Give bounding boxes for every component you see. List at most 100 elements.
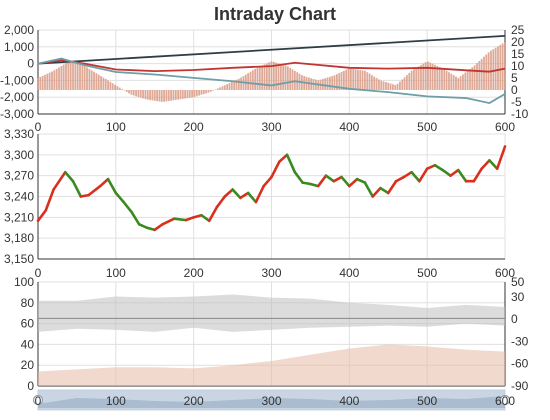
y2-tick-label: 30: [511, 290, 525, 304]
price-segment: [254, 184, 266, 204]
volume-bar: [333, 75, 336, 90]
price-segment: [239, 191, 250, 200]
volume-bar: [394, 84, 397, 90]
panel-1: 2,0001,0000-1,000-2,000-3,0002520151050-…: [0, 23, 529, 134]
volume-bar: [163, 90, 165, 102]
volume-bar: [102, 77, 105, 90]
volume-bar: [167, 90, 170, 102]
volume-bar: [338, 73, 341, 90]
volume-bar: [354, 69, 357, 90]
series-line: [37, 57, 506, 105]
volume-bar: [193, 90, 196, 97]
volume-bar: [328, 76, 331, 90]
x-tick-label: 100: [106, 266, 126, 280]
price-segment: [441, 168, 452, 177]
volume-bar: [256, 67, 259, 90]
x-tick-label: 600: [495, 394, 515, 408]
volume-bar: [114, 84, 116, 90]
price-segment: [348, 177, 359, 188]
volume-bar: [387, 82, 390, 90]
x-tick-label: 300: [261, 120, 281, 134]
price-segment: [262, 175, 273, 188]
price-segment: [488, 159, 499, 171]
volume-bar: [205, 90, 208, 94]
volume-bar: [130, 90, 133, 95]
price-segment: [394, 175, 406, 183]
volume-bar: [480, 58, 483, 90]
volume-bar: [76, 63, 79, 90]
price-segment: [145, 226, 157, 232]
price-segment: [172, 217, 188, 222]
volume-bar: [473, 65, 476, 90]
volume-bar: [415, 67, 418, 90]
volume-bar: [352, 69, 355, 90]
volume-bar: [146, 90, 149, 100]
price-segment: [130, 210, 141, 226]
volume-bar: [172, 90, 175, 101]
volume-bar: [135, 90, 137, 97]
volume-bar: [139, 90, 142, 98]
volume-bar: [69, 61, 72, 90]
y-tick-label: 20: [21, 358, 35, 372]
volume-bar: [240, 77, 243, 90]
volume-bar: [417, 66, 420, 90]
volume-bar: [373, 76, 376, 90]
volume-bar: [275, 62, 278, 90]
y2-tick-label: 10: [511, 59, 525, 73]
price-segment: [449, 168, 460, 177]
range-slider[interactable]: 0 100 200 300 400 500 600: [32, 389, 516, 411]
x-tick-label: 500: [417, 120, 437, 134]
volume-bar: [429, 62, 432, 90]
volume-bar: [226, 84, 229, 90]
volume-bar: [459, 76, 462, 90]
volume-bar: [46, 73, 49, 90]
price-segment: [137, 222, 149, 230]
price-segment: [293, 170, 304, 184]
slider-preview-area: [38, 396, 505, 408]
volume-bar: [403, 77, 406, 90]
volume-bar: [392, 84, 394, 90]
volume-bar: [455, 76, 457, 90]
y-tick-label: 3,240: [4, 190, 34, 204]
volume-bar: [95, 73, 98, 90]
series-line: [37, 59, 506, 73]
volume-bar: [67, 61, 70, 90]
price-segment: [301, 181, 312, 186]
volume-bar: [48, 72, 51, 90]
price-segment: [87, 184, 102, 197]
chart-title: Intraday Chart: [214, 4, 336, 24]
price-segment: [71, 179, 83, 198]
slider-handle[interactable]: [499, 394, 511, 406]
volume-bar: [65, 63, 67, 90]
volume-bar: [209, 90, 212, 92]
price-segment: [246, 191, 258, 204]
volume-bar: [413, 69, 415, 90]
price-segment: [161, 217, 176, 226]
volume-bar: [235, 79, 238, 90]
x-tick-label: 500: [417, 394, 437, 408]
volume-bar: [158, 90, 161, 102]
x-tick-label: 300: [261, 394, 281, 408]
price-segment: [340, 175, 351, 188]
volume-bar: [104, 78, 107, 90]
price-segment: [425, 163, 437, 171]
volume-bar: [230, 81, 233, 90]
band-area: [38, 344, 505, 386]
volume-bar: [111, 83, 114, 90]
slider-handle[interactable]: [32, 394, 44, 406]
volume-bar: [125, 90, 128, 92]
price-segment: [223, 188, 234, 198]
x-tick-label: 400: [339, 394, 359, 408]
price-segment: [309, 182, 320, 188]
volume-bar: [342, 70, 345, 90]
volume-bar: [401, 79, 404, 90]
price-segment: [106, 177, 118, 195]
price-segment: [480, 159, 491, 171]
y-tick-label: 3,300: [4, 148, 34, 162]
volume-bar: [326, 77, 329, 90]
volume-bar: [195, 90, 198, 97]
volume-bar: [179, 90, 182, 100]
volume-bar: [501, 43, 504, 90]
volume-bar: [443, 69, 446, 90]
volume-bar: [100, 76, 102, 90]
